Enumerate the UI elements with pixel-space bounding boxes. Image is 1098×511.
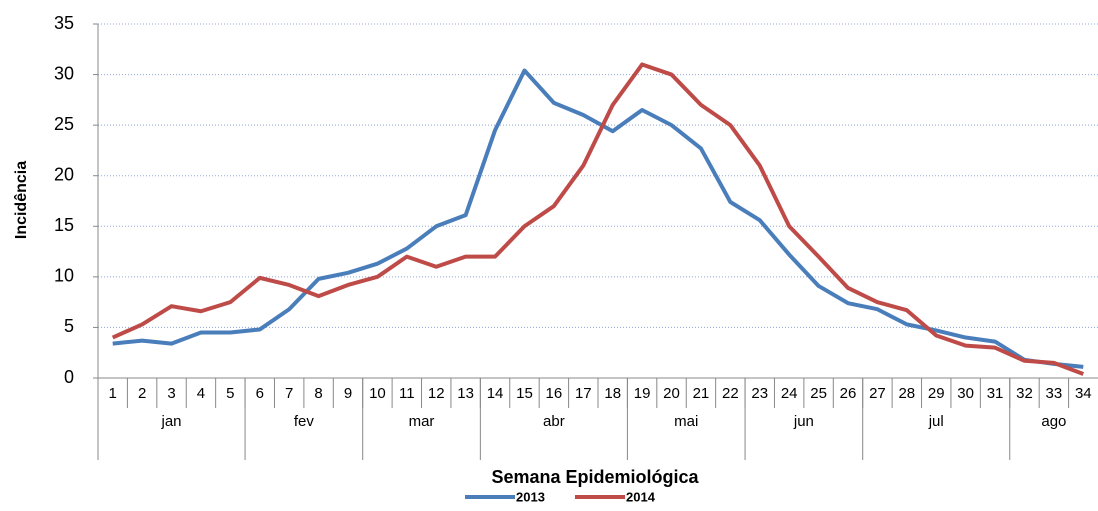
x-tick-label: 14 [487,385,504,402]
y-tick-label: 10 [54,266,74,286]
x-tick-label: 30 [957,385,974,402]
legend-label: 2014 [626,489,656,504]
x-tick-label: 8 [314,385,322,402]
x-tick-label: 18 [604,385,621,402]
x-tick-label: 23 [751,385,768,402]
x-tick-label: 5 [226,385,234,402]
x-tick-label: 29 [928,385,945,402]
x-tick-label: 6 [256,385,264,402]
y-axis-title: Incidência [13,161,30,239]
x-tick-label: 20 [663,385,680,402]
x-tick-label: 24 [781,385,798,402]
x-tick-label: 27 [869,385,886,402]
x-axis-title: Semana Epidemiológica [491,467,699,487]
x-group-label: mai [674,413,698,430]
x-tick-label: 11 [399,385,415,402]
x-tick-label: 19 [634,385,651,402]
x-tick-label: 9 [344,385,352,402]
x-group-label: ago [1041,413,1066,430]
x-tick-label: 22 [722,385,739,402]
y-tick-label: 30 [54,63,74,83]
x-tick-label: 32 [1016,385,1033,402]
legend-label: 2013 [516,489,545,504]
x-tick-label: 13 [457,385,474,402]
x-tick-label: 3 [167,385,175,402]
x-group-label: mar [409,413,435,430]
y-tick-label: 15 [54,215,74,235]
y-tick-label: 25 [54,114,74,134]
x-group-label: jan [161,413,182,430]
x-tick-label: 7 [285,385,293,402]
y-tick-label: 20 [54,164,74,184]
x-tick-label: 15 [516,385,533,402]
x-tick-label: 26 [840,385,857,402]
x-group-label: jul [928,413,944,430]
x-tick-label: 34 [1075,385,1092,402]
x-group-label: fev [294,413,315,430]
x-tick-label: 2 [138,385,146,402]
x-group-label: abr [543,413,565,430]
x-tick-label: 4 [197,385,205,402]
x-tick-label: 16 [546,385,563,402]
line-series [112,68,1084,369]
x-tick-label: 10 [369,385,386,402]
x-tick-label: 17 [575,385,592,402]
y-tick-label: 5 [64,316,74,336]
y-tick-label: 35 [54,13,74,33]
x-group-label: jun [793,413,814,430]
x-tick-label: 28 [898,385,915,402]
y-tick-label: 0 [64,367,74,387]
x-tick-label: 21 [693,385,710,402]
line-series [111,62,1084,376]
x-tick-label: 1 [109,385,117,402]
x-tick-label: 33 [1046,385,1063,402]
x-tick-label: 12 [428,385,445,402]
x-tick-label: 31 [987,385,1004,402]
x-tick-label: 25 [810,385,827,402]
